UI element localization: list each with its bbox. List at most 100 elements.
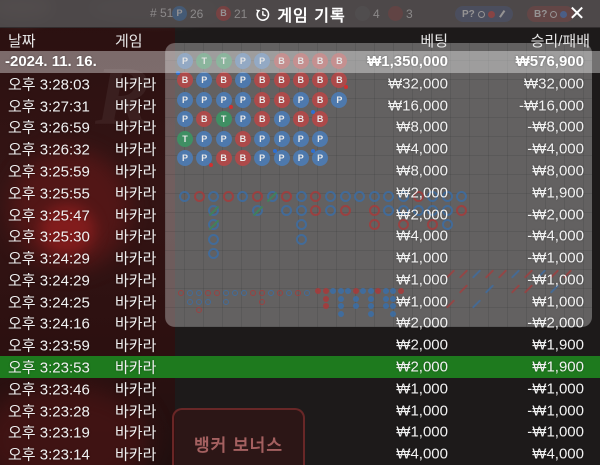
bead-p: P <box>331 91 348 108</box>
row-time: 오후 3:23:19 <box>8 424 90 442</box>
bigroad-player <box>427 191 439 202</box>
history-icon <box>255 7 270 21</box>
history-rows: 오후 3:28:03 바카라 ₩32,000 ₩32,000 오후 3:27:31 바카라… <box>0 73 600 465</box>
smallroad-dot <box>322 288 329 294</box>
bead-b: B <box>176 71 193 89</box>
bigroad-player <box>295 233 307 245</box>
row-winloss: ₩1,900 <box>532 358 584 376</box>
bead-p: P <box>234 111 251 128</box>
bigroad-banker <box>398 219 409 231</box>
history-row[interactable]: 오후 3:23:59 바카라 ₩2,000 ₩1,900 <box>0 334 600 356</box>
row-bet: ₩2,000 <box>396 206 448 224</box>
history-row[interactable]: 오후 3:28:03 바카라 ₩32,000 ₩32,000 <box>0 73 600 95</box>
row-game: 바카라 <box>115 119 157 137</box>
row-bet: ₩1,000 <box>396 271 448 289</box>
row-bet: ₩2,000 <box>396 184 448 202</box>
bigroad-player <box>456 191 468 202</box>
card-red-blur <box>40 205 95 255</box>
bead-b: B <box>254 72 271 89</box>
header-date: 날짜 <box>8 33 36 50</box>
row-winloss: -₩1,000 <box>527 271 584 289</box>
row-bet: ₩1,000 <box>396 293 448 311</box>
bigeye-mark <box>277 290 283 296</box>
row-game: 바카라 <box>115 207 157 225</box>
bigroad-banker <box>368 205 380 217</box>
banker-pair-dot <box>344 85 349 90</box>
row-game: 바카라 <box>115 337 157 355</box>
history-row[interactable]: 오후 3:23:46 바카라 ₩1,000 -₩1,000 <box>0 378 600 400</box>
bead-b: B <box>273 91 290 108</box>
history-row[interactable]: 오후 3:26:59 바카라 ₩8,000 -₩8,000 <box>0 117 600 139</box>
smallroad-dot <box>337 310 344 317</box>
history-row[interactable]: 오후 3:25:47 바카라 ₩2,000 -₩2,000 <box>0 204 600 226</box>
banker-pair-dot <box>228 104 233 109</box>
bigroad-player <box>441 191 453 202</box>
row-time: 오후 3:23:14 <box>8 446 90 464</box>
banker-count-badge: B 21 <box>216 6 247 21</box>
summary-bet-total: ₩1,350,000 <box>367 53 448 70</box>
bead-p: P <box>273 130 290 147</box>
history-row[interactable]: 오후 3:24:16 바카라 ₩2,000 -₩2,000 <box>0 313 600 335</box>
bigeye-mark <box>241 290 247 296</box>
bigroad-banker <box>412 191 424 202</box>
bigroad-player <box>398 205 409 217</box>
bigroad-player <box>295 219 307 231</box>
bigroad-player <box>383 191 395 202</box>
banker-predict-pill: B? <box>527 6 575 22</box>
smallroad-dot <box>337 303 344 309</box>
row-time: 오후 3:26:32 <box>8 141 90 159</box>
history-row[interactable]: 오후 3:25:30 바카라 ₩4,000 -₩4,000 <box>0 225 600 247</box>
history-row-selected[interactable]: 오후 3:23:53 바카라 ₩2,000 ₩1,900 <box>0 356 600 378</box>
row-time: 오후 3:28:03 <box>8 76 90 94</box>
slash-icon <box>498 10 505 18</box>
bead-p: P <box>234 91 251 108</box>
bead-p: P <box>177 111 193 128</box>
bigeye-mark <box>196 298 202 305</box>
history-row[interactable]: 오후 3:23:28 바카라 ₩1,000 -₩1,000 <box>0 400 600 422</box>
bigeye-mark <box>196 290 202 296</box>
solid-circle-icon <box>487 10 495 18</box>
history-row[interactable]: 오후 3:23:19 바카라 ₩1,000 -₩1,000 <box>0 422 600 444</box>
close-button[interactable]: ✕ <box>564 1 590 27</box>
history-row[interactable]: 오후 3:24:29 바카라 ₩1,000 -₩1,000 <box>0 247 600 269</box>
row-game: 바카라 <box>115 424 157 442</box>
row-game: 바카라 <box>115 250 157 268</box>
row-game: 바카라 <box>115 315 157 333</box>
row-winloss: -₩8,000 <box>527 118 584 136</box>
bead-p: P <box>196 150 214 167</box>
bead-b: B <box>311 110 329 128</box>
history-row[interactable]: 오후 3:27:31 바카라 ₩16,000 -₩16,000 <box>0 95 600 117</box>
bead-p: P <box>254 150 271 166</box>
bigeye-mark <box>196 307 202 313</box>
player-count-badge: P 26 <box>172 6 203 21</box>
bigeye-mark <box>223 298 229 305</box>
history-row[interactable]: 오후 3:24:25 바카라 ₩1,000 ₩1,000 <box>0 291 600 313</box>
row-winloss: -₩16,000 <box>518 97 584 115</box>
bead-p: P <box>254 130 271 147</box>
summary-row[interactable]: -2024. 11. 16. ₩1,350,000 ₩576,900 <box>0 51 600 73</box>
row-bet: ₩2,000 <box>396 314 448 332</box>
history-row[interactable]: 오후 3:24:29 바카라 ₩1,000 -₩1,000 <box>0 269 600 291</box>
bead-b: B <box>312 91 329 108</box>
row-time: 오후 3:23:59 <box>8 337 90 355</box>
history-row[interactable]: 오후 3:25:59 바카라 ₩8,000 ₩8,000 <box>0 160 600 182</box>
tie-count-badge: 4 <box>333 6 340 20</box>
bigroad-player <box>441 219 453 231</box>
bead-p: P <box>196 72 213 89</box>
row-bet: ₩1,000 <box>396 402 448 420</box>
bead-b: B <box>273 53 290 69</box>
history-row[interactable]: 오후 3:23:14 바카라 ₩4,000 ₩4,000 <box>0 443 600 465</box>
bigeye-mark <box>286 290 292 296</box>
history-row[interactable]: 오후 3:25:55 바카라 ₩2,000 ₩1,900 <box>0 182 600 204</box>
bigroad-player <box>179 191 190 202</box>
bead-b: B <box>312 72 329 89</box>
bead-t: T <box>196 53 213 69</box>
bead-p: P <box>272 149 290 166</box>
row-bet: ₩4,000 <box>396 140 448 158</box>
smallroad-dot <box>322 295 329 302</box>
history-row[interactable]: 오후 3:26:32 바카라 ₩4,000 -₩4,000 <box>0 138 600 160</box>
bigeye-mark <box>187 290 193 296</box>
row-bet: ₩8,000 <box>396 162 448 180</box>
other-count-badge: 3 <box>388 6 413 21</box>
bigeye-mark <box>304 290 310 296</box>
